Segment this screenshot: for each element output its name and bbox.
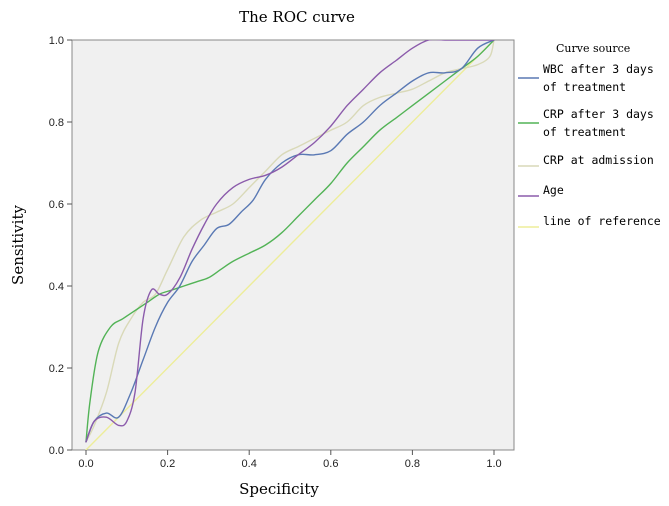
legend-item-crp-after-3-days-of-treatment: CRP after 3 days of treatment [518,107,654,139]
series-layer [85,40,495,450]
y-tick-label: 1.0 [49,35,64,47]
plot-area [71,39,515,451]
legend: Curve source WBC after 3 days of treatmen… [518,42,661,228]
legend-item-wbc-after-3-days-of-treatment: WBC after 3 days of treatment [518,62,654,94]
legend-item-line-of-reference: line of reference [518,214,661,228]
y-tick-label: 0.6 [49,199,64,211]
x-tick-label: 1.0 [486,458,501,470]
legend-item-age: Age [518,183,564,197]
y-tick-label: 0.2 [49,363,64,375]
legend-label: WBC after 3 days [543,62,654,76]
y-tick-label: 0.8 [49,117,64,129]
x-tick-label: 0.4 [242,458,257,470]
legend-label: of treatment [543,80,626,94]
x-tick-label: 0.8 [405,458,420,470]
x-tick-label: 0.0 [78,458,93,470]
y-tick-label: 0.0 [49,445,64,457]
x-axis: 0.0 0.2 0.4 0.6 0.8 1.0 [78,450,502,470]
series-line-age [85,40,495,443]
chart-title: The ROC curve [239,8,355,26]
y-axis: 0.0 0.2 0.4 0.6 0.8 1.0 [49,35,72,457]
series-line-wbc-after-3-days-of-treatment [85,40,495,443]
series-line-crp-after-3-days-of-treatment [85,40,495,443]
legend-label: of treatment [543,125,626,139]
legend-title: Curve source [556,42,630,55]
legend-label: Age [543,183,564,197]
x-axis-label: Specificity [239,480,319,498]
series-line-line-of-reference [85,40,495,450]
series-line-crp-at-admission [85,40,495,443]
legend-item-crp-at-admission: CRP at admission [518,153,654,167]
legend-label: line of reference [543,214,661,228]
y-tick-label: 0.4 [49,281,64,293]
legend-label: CRP after 3 days [543,107,654,121]
x-tick-label: 0.6 [323,458,338,470]
legend-label: CRP at admission [543,153,654,167]
x-tick-label: 0.2 [160,458,175,470]
y-axis-label: Sensitivity [9,205,27,285]
